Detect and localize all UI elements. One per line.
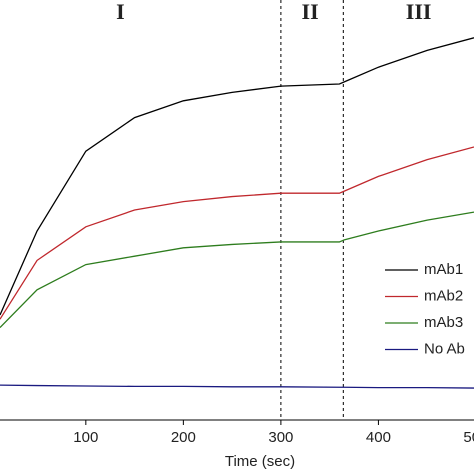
legend-label: mAb3: [424, 314, 463, 331]
x-tick-label: 500: [463, 429, 474, 446]
x-tick-label: 100: [73, 429, 98, 446]
phase-label: I: [116, 0, 125, 24]
phase-label: III: [406, 0, 432, 24]
x-axis-label: Time (sec): [225, 453, 295, 470]
legend-label: No Ab: [424, 340, 465, 357]
x-tick-label: 300: [268, 429, 293, 446]
series-line: [0, 146, 474, 320]
phase-label: II: [302, 0, 319, 24]
x-tick-label: 200: [171, 429, 196, 446]
x-tick-label: 400: [366, 429, 391, 446]
series-line: [0, 37, 474, 316]
legend-label: mAb1: [424, 261, 463, 278]
legend-label: mAb2: [424, 287, 463, 304]
series-line: [0, 384, 474, 389]
series-line: [0, 211, 474, 329]
